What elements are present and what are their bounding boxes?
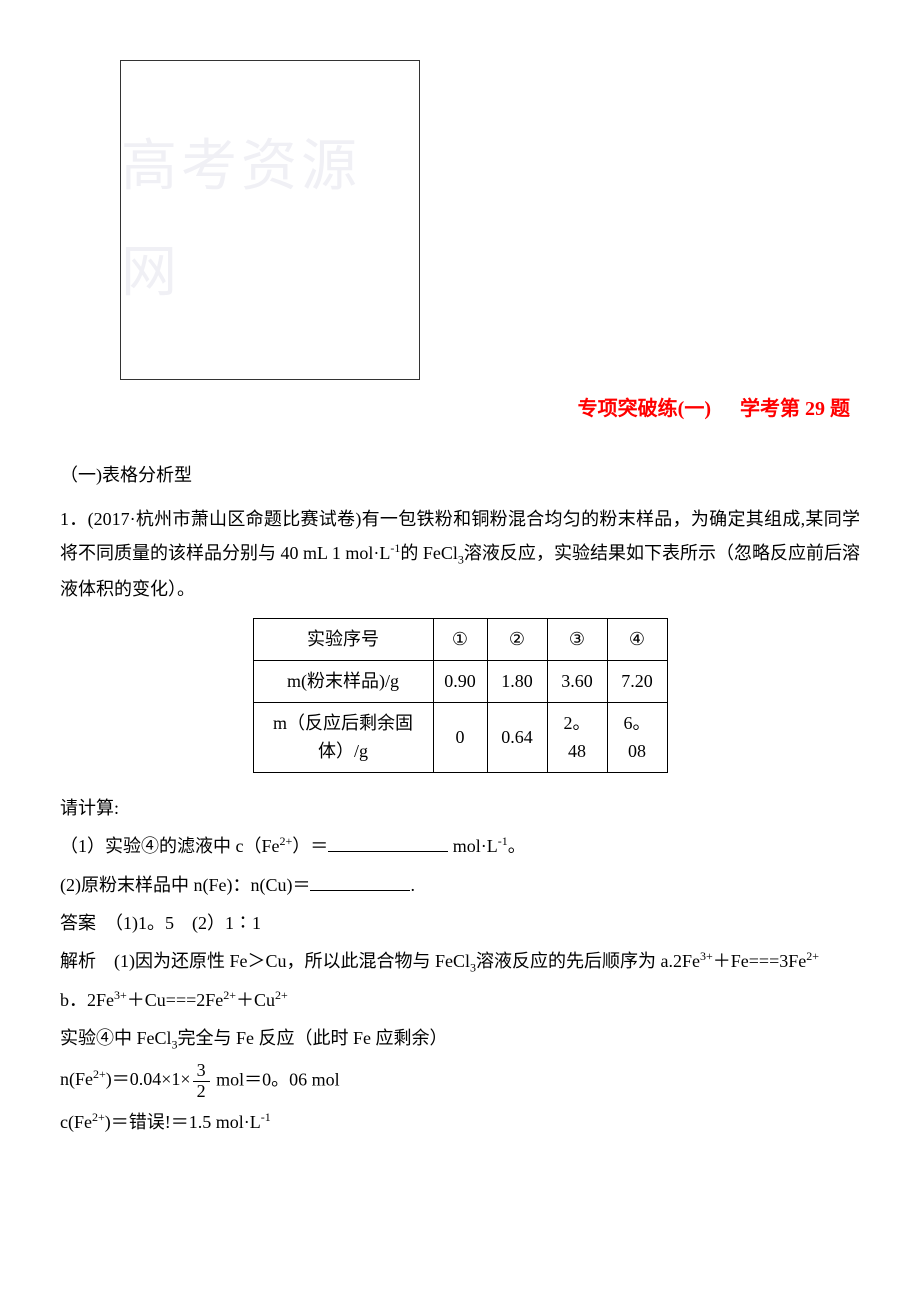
explain-1: 解析 (1)因为还原性 Fe＞Cu，所以此混合物与 FeCl3溶液反应的先后顺序… [60,944,860,979]
explain-4: 实验④中 FeCl3完全与 Fe 反应（此时 Fe 应剩余） [60,1021,860,1056]
blank-2 [310,873,410,891]
cell: m（反应后剩余固体）/g [253,702,433,773]
col-header-4: ④ [607,618,667,660]
q1-intro-text: 1．(2017·杭州市萧山区命题比赛试卷)有一包铁粉和铜粉混合均匀的粉末样品，为… [60,509,860,599]
title-row: 专项突破练(一) 学考第 29 题 [60,390,860,428]
answer-line: 答案 （1)1。5 (2）1∶1 [60,906,860,940]
table-row: m(粉末样品)/g 0.90 1.80 3.60 7.20 [253,660,667,702]
error-text: 错误! [129,1112,171,1132]
cell: 7.20 [607,660,667,702]
explain-1-text: (1)因为还原性 Fe＞Cu，所以此混合物与 FeCl3溶液反应的先后顺序为 a… [114,951,819,971]
calc-n-end: mol＝0。06 mol [212,1069,340,1089]
cell: 3.60 [547,660,607,702]
q1-intro: 1．(2017·杭州市萧山区命题比赛试卷)有一包铁粉和铜粉混合均匀的粉末样品，为… [60,502,860,606]
fraction: 32 [193,1061,210,1102]
q1-1-text: （1）实验④的滤液中 c（Fe2+）＝ [60,836,328,856]
explain-b: b．2Fe3+＋Cu===2Fe2+＋Cu2+ [60,983,860,1017]
blank-1 [328,834,448,852]
answer-label: 答案 [60,913,96,933]
col-header-2: ② [487,618,547,660]
watermark-text: 高考资源网 [121,114,419,327]
frac-num: 3 [193,1061,210,1082]
cell: 0.90 [433,660,487,702]
explain-b-text: b．2Fe3+＋Cu===2Fe2+＋Cu2+ [60,990,288,1010]
calc-c: c(Fe2+)＝错误!＝1.5 mol·L-1 [60,1105,860,1139]
calc-n: n(Fe2+)＝0.04×1×32 mol＝0。06 mol [60,1061,860,1102]
calc-n-prefix: n(Fe2+)＝0.04×1× [60,1069,191,1089]
cell: 2。48 [547,702,607,773]
table-row: m（反应后剩余固体）/g 0 0.64 2。48 6。08 [253,702,667,773]
col-header-1: ① [433,618,487,660]
q1-2-end: . [410,875,415,895]
calc-c-prefix: c(Fe2+)＝ [60,1112,129,1132]
title-part1: 专项突破练(一) [578,398,711,420]
title-part2: 学考第 29 题 [740,398,850,420]
calc-c-end: ＝1.5 mol·L-1 [171,1112,271,1132]
experiment-table: 实验序号 ① ② ③ ④ m(粉末样品)/g 0.90 1.80 3.60 7.… [253,618,668,773]
cell: 0.64 [487,702,547,773]
cell: 1.80 [487,660,547,702]
explain-4-text: 实验④中 FeCl3完全与 Fe 反应（此时 Fe 应剩余） [60,1028,448,1048]
col-header-0: 实验序号 [253,618,433,660]
calc-prompt: 请计算: [60,791,860,825]
q1-2: (2)原粉末样品中 n(Fe)：n(Cu)＝. [60,868,860,902]
q1-2-text: (2)原粉末样品中 n(Fe)：n(Cu)＝ [60,875,310,895]
answer-text: （1)1。5 (2）1∶1 [114,913,261,933]
q1-1: （1）实验④的滤液中 c（Fe2+）＝ mol·L-1。 [60,829,860,863]
frac-den: 2 [193,1082,210,1102]
table-header-row: 实验序号 ① ② ③ ④ [253,618,667,660]
cell: 6。08 [607,702,667,773]
watermark-box: 高考资源网 [120,60,420,380]
section-heading: （一)表格分析型 [60,458,860,492]
title-spacer [716,398,736,420]
q1-1-unit: mol·L-1。 [448,836,526,856]
cell: 0 [433,702,487,773]
cell: m(粉末样品)/g [253,660,433,702]
explain-label: 解析 [60,951,96,971]
col-header-3: ③ [547,618,607,660]
